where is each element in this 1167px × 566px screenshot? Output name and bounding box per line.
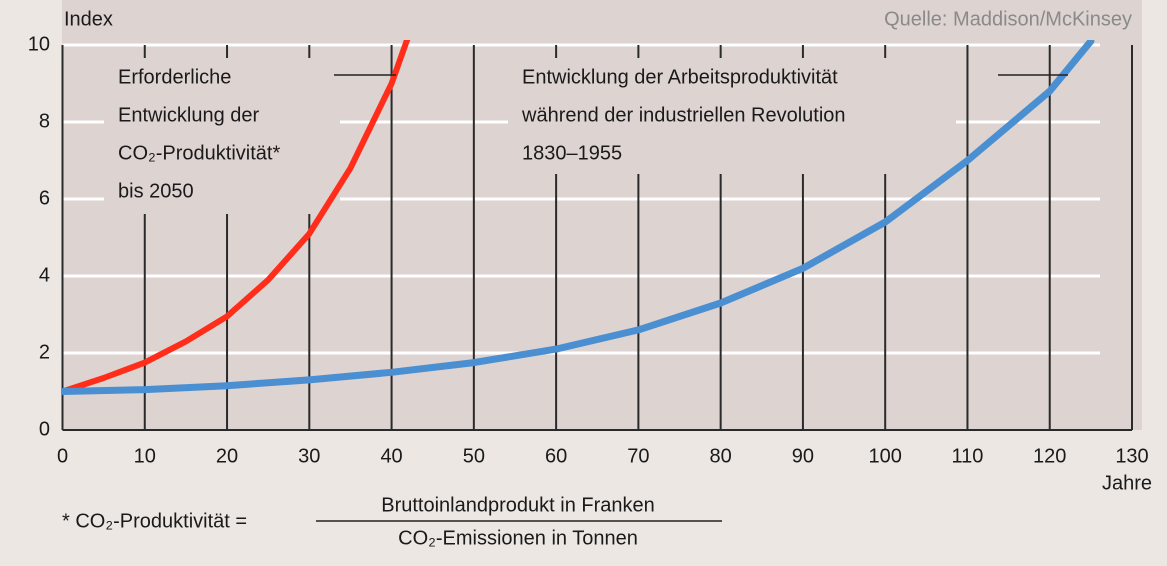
- y-tick-label: 0: [39, 418, 50, 440]
- annotation-line: während der industriellen Revolution: [521, 104, 846, 126]
- data-line: [62, 40, 1095, 395]
- x-tick-label: 70: [627, 445, 649, 467]
- annotation-line: Entwicklung der Arbeitsproduktivität: [522, 66, 838, 88]
- x-tick-label: 110: [952, 445, 984, 467]
- source: Quelle: Maddison/McKinsey: [884, 8, 1132, 30]
- annotation-line: CO₂-Produktivität*: [118, 142, 280, 164]
- x-tick-label: 40: [380, 445, 402, 467]
- footnote-numerator: Bruttoinlandprodukt in Franken: [381, 494, 655, 516]
- x-tick-label: 10: [134, 445, 156, 467]
- y-tick-label: 2: [39, 341, 50, 363]
- footnote-denominator: CO₂-Emissionen in Tonnen: [398, 527, 638, 549]
- annotation-line: Entwicklung der: [118, 104, 260, 126]
- x-tick-label: 100: [869, 445, 902, 467]
- y-tick-label: 6: [39, 187, 50, 209]
- x-tick-label: 90: [792, 445, 814, 467]
- x-tick-label: 20: [216, 445, 238, 467]
- annotation-line: bis 2050: [118, 180, 194, 202]
- x-axis-label: Jahre: [1102, 472, 1152, 494]
- y-tick-label: 8: [39, 110, 50, 132]
- label-mask: [508, 58, 956, 174]
- x-tick-label: 50: [463, 445, 485, 467]
- x-tick-label: 130: [1115, 445, 1148, 467]
- footnote-left: * CO₂-Produktivität =: [62, 510, 247, 532]
- y-tick-label: 10: [28, 33, 50, 55]
- x-tick-label: 30: [298, 445, 320, 467]
- x-tick-label: 120: [1033, 445, 1066, 467]
- annotation-line: 1830–1955: [522, 142, 622, 164]
- y-tick-label: 4: [39, 264, 50, 286]
- annotation-line: Erforderliche: [118, 66, 231, 88]
- label-mask: [104, 58, 340, 214]
- x-tick-label: 80: [710, 445, 732, 467]
- x-tick-label: 0: [57, 445, 68, 467]
- data-line: [62, 40, 411, 395]
- y-axis-label: Index: [64, 8, 113, 30]
- x-tick-label: 60: [545, 445, 567, 467]
